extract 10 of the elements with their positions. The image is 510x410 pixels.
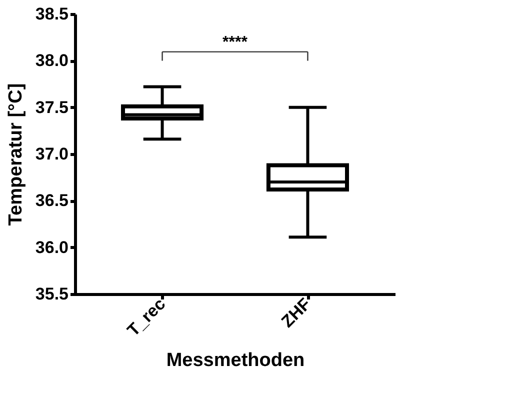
y-tick-label: 35.5 bbox=[35, 284, 68, 304]
annotation: **** bbox=[222, 34, 248, 51]
x-axis-title: Messmethoden bbox=[166, 350, 305, 372]
y-tick-label: 36.0 bbox=[35, 238, 68, 257]
y-tick-label: 36.5 bbox=[35, 191, 68, 210]
y-tick-label: 38.0 bbox=[35, 51, 68, 70]
y-tick-label: 37.0 bbox=[35, 144, 68, 164]
y-tick-label: 37.5 bbox=[35, 98, 68, 117]
y-tick-label: 38.5 bbox=[35, 4, 68, 24]
y-axis-title: Temperatur [°C] bbox=[5, 83, 26, 226]
